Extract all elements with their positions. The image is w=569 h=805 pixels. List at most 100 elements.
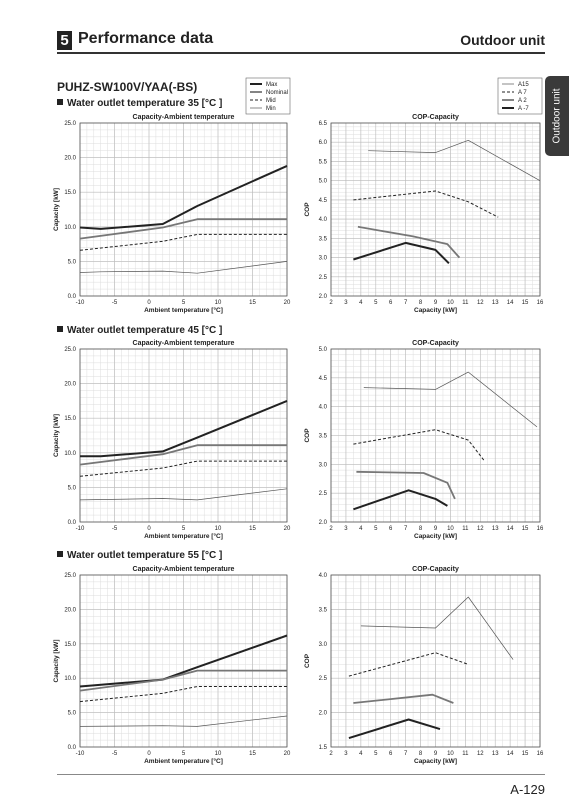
series-line-aminus7 [353, 241, 450, 265]
chart-title: Capacity-Ambient temperature [133, 566, 235, 573]
x-tick-label: 6 [389, 751, 393, 757]
chart-title: COP-Capacity [412, 340, 459, 347]
x-tick-label: 11 [462, 751, 469, 757]
legend-label: A15 [518, 82, 529, 88]
x-axis-label: Ambient temperature [°C] [144, 757, 223, 765]
y-tick-label: 25.0 [64, 573, 76, 579]
chart-title: COP-Capacity [412, 566, 459, 573]
footer-rule [57, 774, 545, 775]
series-line-min [79, 715, 288, 727]
chart-2: -10 -5 0 5 10 15 20 0.0 5.0 10.0 15.0 20.0 25.0 Capac… [53, 340, 291, 540]
y-tick-label: 1.5 [319, 745, 328, 751]
y-tick-label: 4.0 [319, 573, 328, 579]
y-tick-label: 15.0 [64, 642, 76, 648]
x-tick-label: 4 [359, 300, 363, 306]
x-tick-label: 8 [419, 526, 423, 532]
y-tick-label: 10.0 [64, 451, 76, 457]
legend-label: A 2 [518, 98, 527, 104]
series-line-min [79, 261, 288, 274]
header-rule [57, 52, 545, 54]
plot-frame [330, 348, 541, 523]
x-tick-label: 7 [404, 751, 408, 757]
x-tick-label: 2 [329, 300, 333, 306]
y-tick-label: 5.0 [68, 259, 77, 265]
x-tick-label: 10 [215, 300, 222, 306]
x-tick-label: 14 [507, 300, 514, 306]
y-axis-label: Capacity [kW] [53, 188, 60, 231]
x-tick-label: 10 [447, 526, 454, 532]
x-tick-label: 10 [447, 300, 454, 306]
section-heading-55: Water outlet temperature 55 [°C ] [57, 550, 222, 561]
x-tick-label: 11 [462, 300, 469, 306]
y-tick-label: 20.0 [64, 382, 76, 388]
series-line-min [79, 488, 288, 501]
chart-1: 2 3 4 5 6 7 8 9 10 11 12 13 14 15 16 2.0 2.5 3.0 3.5 4.0 4.5… [304, 114, 544, 314]
x-tick-label: 5 [182, 751, 186, 757]
x-tick-label: -5 [112, 526, 118, 532]
x-tick-label: 4 [359, 526, 363, 532]
y-tick-label: 20.0 [64, 156, 76, 162]
y-tick-label: 10.0 [64, 676, 76, 682]
series-line-a2 [357, 225, 461, 259]
x-tick-label: 14 [507, 526, 514, 532]
y-tick-label: 3.0 [319, 642, 328, 648]
page-title: Performance data [78, 30, 214, 47]
x-axis-label: Capacity [kW] [414, 758, 457, 765]
legend-label: Max [266, 82, 277, 88]
y-tick-label: 20.0 [64, 607, 76, 613]
plot-frame [79, 348, 288, 523]
x-tick-label: 13 [492, 300, 499, 306]
x-tick-label: 5 [374, 751, 378, 757]
y-tick-label: 25.0 [64, 121, 76, 127]
legend-label: A -7 [518, 106, 529, 112]
model-name: PUHZ-SW100V/YAA(-BS) [57, 80, 198, 94]
y-tick-label: 25.0 [64, 347, 76, 353]
y-tick-label: 10.0 [64, 225, 76, 231]
y-tick-label: 0.0 [68, 520, 77, 526]
x-tick-label: 3 [344, 300, 348, 306]
y-tick-label: 4.0 [319, 217, 328, 223]
x-tick-label: 4 [359, 751, 363, 757]
x-tick-label: -10 [76, 526, 85, 532]
series-line-aminus7 [348, 718, 441, 740]
legend-label: Mid [266, 98, 276, 104]
x-axis-label: Ambient temperature [°C] [144, 532, 223, 540]
square-bullet-icon [57, 99, 63, 105]
y-axis-label: COP [304, 428, 311, 443]
x-axis-label: Capacity [kW] [414, 307, 457, 314]
x-tick-label: 13 [492, 751, 499, 757]
page-header: 5 Performance data Outdoor unit [57, 30, 545, 54]
y-tick-label: 4.5 [319, 198, 328, 204]
x-tick-label: 9 [434, 751, 438, 757]
x-tick-label: 8 [419, 300, 423, 306]
x-axis-label: Capacity [kW] [414, 533, 457, 540]
x-tick-label: -10 [76, 300, 85, 306]
y-tick-label: 4.5 [319, 376, 328, 382]
legend-label: Min [266, 106, 276, 112]
y-tick-label: 2.5 [319, 676, 328, 682]
x-tick-label: 2 [329, 526, 333, 532]
x-tick-label: -5 [112, 300, 118, 306]
y-tick-label: 5.0 [319, 179, 328, 185]
side-tab[interactable]: Outdoor unit [545, 76, 569, 156]
x-tick-label: 10 [447, 751, 454, 757]
x-tick-label: 15 [249, 300, 256, 306]
chart-title: Capacity-Ambient temperature [133, 340, 235, 347]
x-tick-label: 15 [522, 751, 529, 757]
chart-title: COP-Capacity [412, 114, 459, 121]
series-line-a7 [353, 429, 486, 462]
header-right-title: Outdoor unit [460, 32, 545, 48]
series-line-a15 [363, 371, 538, 428]
legend-cop: A15 A 7 A 2 A -7 [497, 77, 543, 115]
x-tick-label: 9 [434, 526, 438, 532]
y-tick-label: 15.0 [64, 190, 76, 196]
x-tick-label: 16 [537, 300, 544, 306]
section-number: 5 [57, 31, 72, 50]
series-line-a7 [348, 652, 469, 677]
x-tick-label: 0 [147, 300, 151, 306]
series-line-max [79, 634, 288, 688]
y-axis-label: Capacity [kW] [53, 414, 60, 457]
y-tick-label: 5.0 [68, 485, 77, 491]
x-tick-label: 20 [284, 300, 291, 306]
y-tick-label: 15.0 [64, 416, 76, 422]
